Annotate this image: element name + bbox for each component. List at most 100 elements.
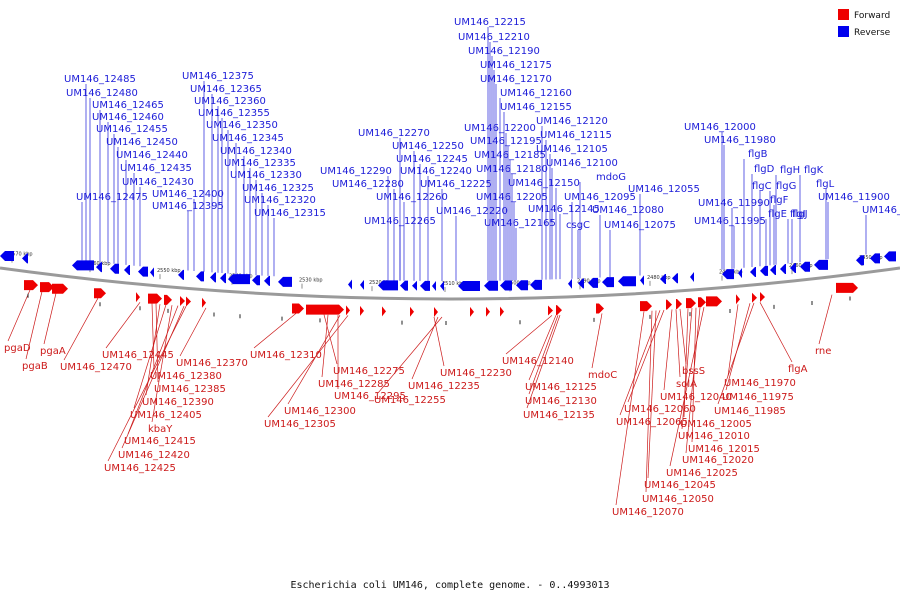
reverse-gene-label: UM146_12155	[500, 102, 572, 113]
forward-gene-label: pgaB	[22, 361, 48, 372]
forward-gene	[94, 288, 106, 299]
reverse-gene	[884, 251, 896, 262]
reverse-gene-label: flgK	[804, 165, 824, 176]
reverse-gene-label: flgG	[776, 181, 796, 192]
forward-gene	[676, 298, 682, 309]
reverse-gene-label: flgB	[748, 149, 768, 160]
reverse-gene-label: UM146_12435	[120, 163, 192, 174]
forward-gene	[24, 280, 38, 291]
forward-leader-line	[681, 308, 693, 430]
reverse-gene	[432, 280, 436, 291]
reverse-gene	[440, 280, 444, 291]
forward-leader-line	[645, 310, 653, 493]
forward-gene	[666, 299, 672, 310]
forward-leader-line	[433, 316, 445, 367]
reverse-gene-label: UM146_12180	[476, 164, 548, 175]
reverse-gene	[412, 280, 417, 291]
reverse-gene-label: UM146_11995	[694, 216, 766, 227]
forward-leader-line	[663, 309, 673, 391]
forward-gene	[686, 298, 696, 309]
reverse-gene	[738, 268, 742, 279]
forward-leader-line	[647, 310, 657, 479]
reverse-gene-label: UM146_12480	[66, 88, 138, 99]
reverse-gene	[360, 279, 364, 290]
reverse-gene-label: UM146_12270	[358, 128, 430, 139]
reverse-gene-label: flgF	[770, 195, 789, 206]
reverse-gene	[196, 271, 204, 282]
scale-tick-label: 2570 kbp	[9, 252, 33, 258]
reverse-gene	[210, 272, 216, 283]
forward-gene-label: bssS	[682, 366, 705, 377]
forward-leader-line	[675, 309, 681, 378]
forward-leader-line	[127, 305, 179, 435]
forward-leader-line	[107, 306, 187, 462]
forward-leader-line	[145, 304, 161, 396]
reverse-gene-label: UM146_12350	[206, 120, 278, 131]
forward-gene-label: UM146_12405	[130, 410, 202, 421]
reverse-gene-label: UM146_12075	[604, 220, 676, 231]
reverse-gene	[150, 267, 154, 278]
reverse-gene	[220, 273, 226, 284]
reverse-gene-label: UM146_12165	[484, 218, 556, 229]
forward-gene-label: UM146_12305	[264, 419, 336, 430]
forward-leader-line	[679, 308, 687, 365]
reverse-gene-label: UM146_12210	[458, 32, 530, 43]
reverse-gene-label: UM146_12250	[392, 141, 464, 152]
reverse-gene-label: UM146_11990	[698, 198, 770, 209]
reverse-gene-label: UM146_12355	[198, 108, 270, 119]
reverse-gene	[870, 253, 880, 264]
scale-tick-label: 2560 kbp	[87, 261, 111, 267]
forward-gene	[382, 306, 386, 317]
reverse-gene-label: UM146_12195	[470, 136, 542, 147]
reverse-gene	[790, 262, 796, 273]
forward-leader-line	[151, 305, 173, 423]
forward-gene	[698, 297, 706, 308]
reverse-gene-label: UM146_12080	[592, 205, 664, 216]
reverse-gene-label: UM146_12200	[464, 123, 536, 134]
forward-leader-line	[669, 307, 705, 467]
forward-gene-label: pgaA	[40, 346, 66, 357]
forward-gene-label: kbaY	[148, 424, 173, 435]
reverse-gene	[264, 275, 270, 286]
forward-gene-label: UM146_12275	[333, 366, 405, 377]
forward-gene-label: UM146_12295	[334, 391, 406, 402]
reverse-gene-label: UM146_12455	[96, 124, 168, 135]
forward-gene	[556, 305, 562, 316]
forward-gene	[760, 292, 765, 303]
reverse-gene-label: mdoG	[596, 172, 626, 183]
reverse-gene-label: UM146_12205	[476, 192, 548, 203]
forward-gene-label: UM146_12010	[678, 431, 750, 442]
forward-gene-label: flgA	[788, 364, 808, 375]
reverse-gene-label: UM146_12465	[92, 100, 164, 111]
reverse-gene-label: UM146_12330	[230, 170, 302, 181]
forward-gene-label: UM146_12235	[408, 381, 480, 392]
reverse-gene	[178, 269, 184, 280]
forward-gene-label: UM146_12285	[318, 379, 390, 390]
forward-gene	[434, 306, 438, 317]
reverse-gene	[458, 280, 480, 291]
reverse-gene	[378, 280, 398, 291]
forward-gene-label: UM146_12255	[374, 395, 446, 406]
forward-gene	[292, 303, 304, 314]
forward-gene	[180, 296, 185, 307]
forward-gene	[486, 306, 490, 317]
map-caption: Escherichia coli UM146, complete genome.…	[290, 580, 609, 591]
forward-gene	[360, 305, 364, 316]
forward-gene	[706, 296, 722, 307]
forward-leader-line	[615, 311, 645, 506]
forward-gene-label: UM146_11975	[722, 392, 794, 403]
reverse-leader-lines	[81, 27, 867, 281]
reverse-gene-label: UM146_12320	[244, 195, 316, 206]
forward-gene-label: UM146_12370	[176, 358, 248, 369]
reverse-gene	[110, 263, 119, 274]
forward-labels: pgaDpgaBpgaAUM146_12470UM146_12445UM146_…	[4, 343, 831, 518]
forward-gene	[202, 297, 206, 308]
reverse-gene-label: UM146_12365	[190, 84, 262, 95]
forward-gene	[148, 293, 162, 304]
reverse-gene-label: UM146_12170	[480, 74, 552, 85]
forward-gene	[186, 296, 191, 307]
forward-leader-line	[25, 291, 43, 360]
forward-gene-label: UM146_12020	[682, 455, 754, 466]
forward-gene	[136, 292, 140, 303]
forward-gene	[836, 282, 858, 293]
